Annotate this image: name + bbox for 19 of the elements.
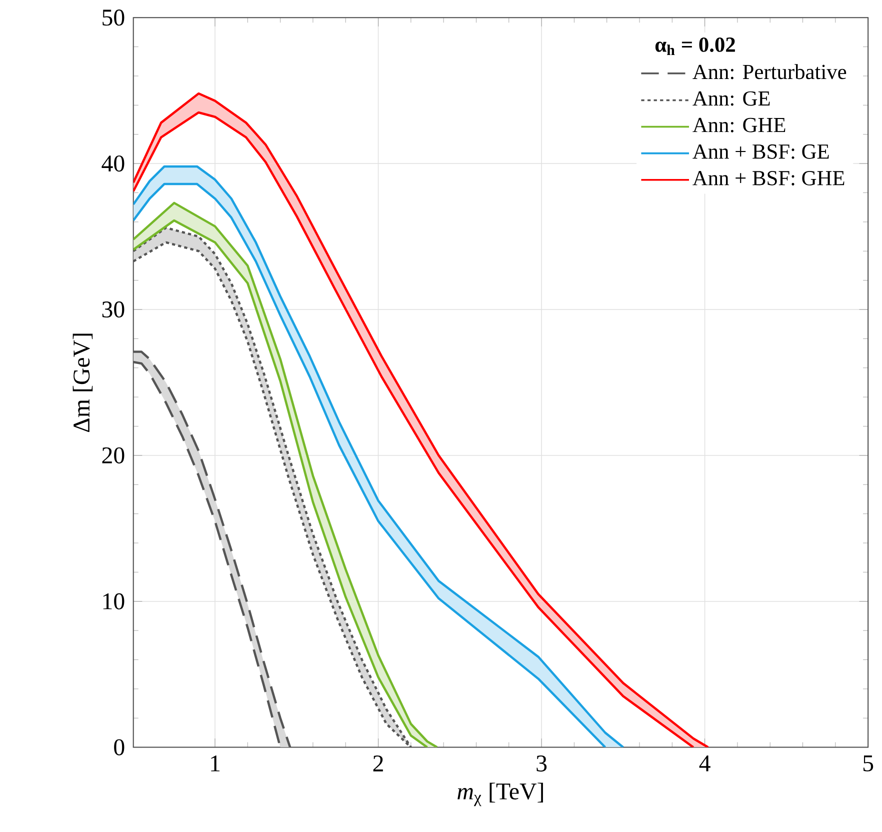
legend-label: Ann + BSF: GE [692,144,829,159]
y-tick-label: 20 [102,447,124,464]
y-tick-label: 0 [114,739,124,756]
legend-label: Ann: GE [692,91,770,106]
y-tick-label: 10 [103,593,124,610]
y-axis-title: Δm [GeV] [72,334,93,432]
x-tick-label: 3 [536,755,547,772]
legend-title: α$_{h}$ = 0.02 [655,37,735,55]
legend-label: Ann: Perturbative [692,64,846,80]
x-axis-title: m$_{χ}$ [TeV] [458,782,543,806]
x-tick-label: 1 [211,755,220,772]
legend-label: Ann: GHE [692,118,786,132]
y-tick-label: 30 [102,301,124,318]
legend-label: Ann + BSF: GHE [692,170,844,186]
y-tick-label: 40 [102,155,124,172]
x-tick-label: 4 [699,755,710,772]
x-tick-label: 5 [863,755,874,772]
y-tick-label: 50 [102,9,124,26]
x-tick-label: 2 [373,755,383,772]
